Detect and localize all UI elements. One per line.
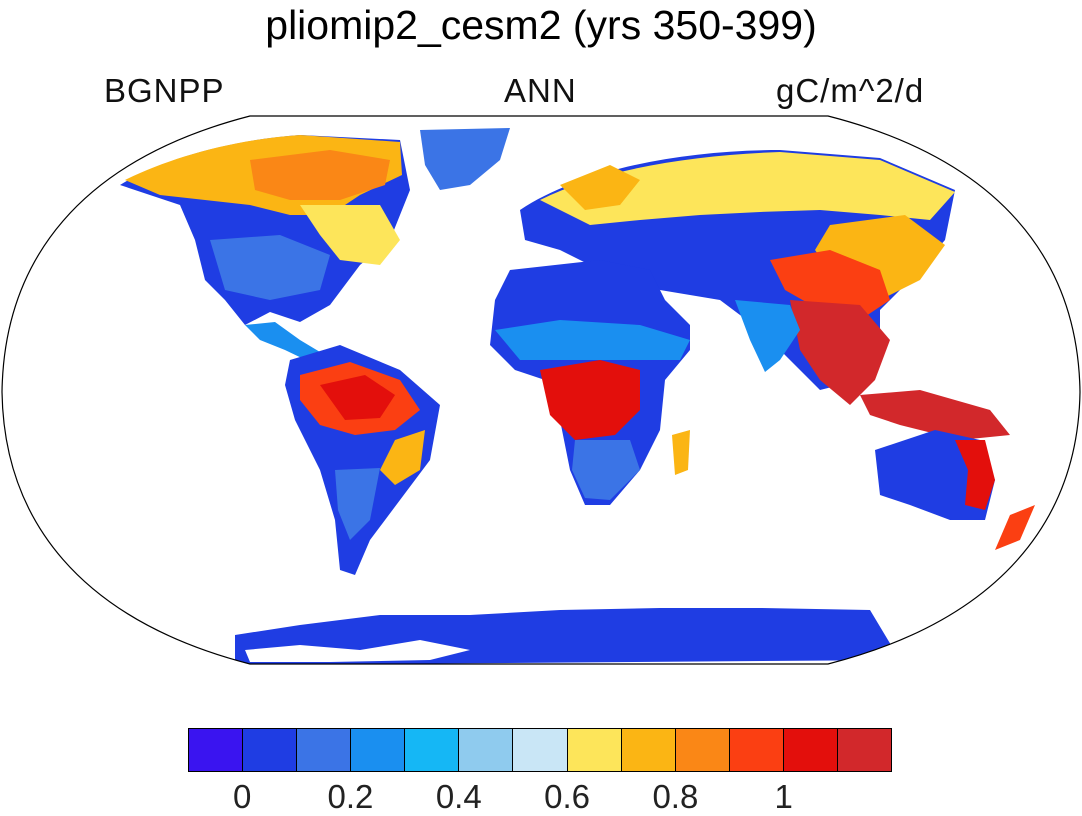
region-southeast-asia: [790, 300, 890, 405]
region-madagascar: [672, 430, 690, 475]
region-greenland: [420, 128, 510, 190]
colorbar-tick-label: 1: [774, 778, 793, 815]
colorbar-swatch: [405, 729, 460, 771]
region-australia-east: [955, 440, 995, 510]
region-indonesia: [860, 390, 1010, 440]
colorbar-swatch: [459, 729, 514, 771]
colorbar-tick-label: 0: [232, 778, 252, 815]
region-canada-orange: [250, 150, 390, 200]
colorbar-swatch: [837, 729, 892, 771]
region-amazon-core: [320, 375, 395, 420]
colorbar-tick-label: 0.4: [435, 778, 482, 815]
region-brazil-east: [380, 430, 425, 485]
region-new-zealand: [995, 505, 1035, 550]
colorbar-swatch: [297, 729, 352, 771]
colorbar-swatch: [513, 729, 568, 771]
colorbar-tick-label: 0.8: [652, 778, 699, 815]
colorbar-swatch: [243, 729, 298, 771]
colorbar: [188, 728, 892, 772]
variable-label: BGNPP: [104, 72, 225, 109]
region-us-mid: [210, 235, 330, 300]
region-pampas: [335, 468, 380, 540]
region-southern-africa: [572, 440, 640, 500]
colorbar-swatch: [351, 729, 406, 771]
region-siberia: [540, 152, 955, 225]
region-central-america: [245, 322, 320, 362]
colorbar-swatch: [621, 729, 676, 771]
colorbar-swatch: [189, 729, 244, 771]
region-east-asia-red: [770, 250, 890, 320]
region-antarctic-ice: [245, 640, 470, 662]
colorbar-swatch: [729, 729, 784, 771]
map-outline: [1, 115, 1081, 665]
colorbar-tick-label: 0.2: [327, 778, 374, 815]
season-label: ANN: [504, 72, 577, 109]
region-india: [735, 300, 800, 372]
region-scandinavia: [560, 165, 640, 210]
colorbar-swatch: [783, 729, 838, 771]
colorbar-tick-label: 0.6: [544, 778, 590, 815]
colorbar-swatch: [567, 729, 622, 771]
map-field: [2, 116, 1080, 664]
colorbar-swatch: [675, 729, 730, 771]
region-east-canada: [300, 205, 400, 265]
plot-title: pliomip2_cesm2 (yrs 350-399): [265, 2, 817, 48]
units-label: gC/m^2/d: [776, 72, 925, 109]
region-sahel: [495, 320, 690, 360]
region-congo: [540, 360, 640, 440]
